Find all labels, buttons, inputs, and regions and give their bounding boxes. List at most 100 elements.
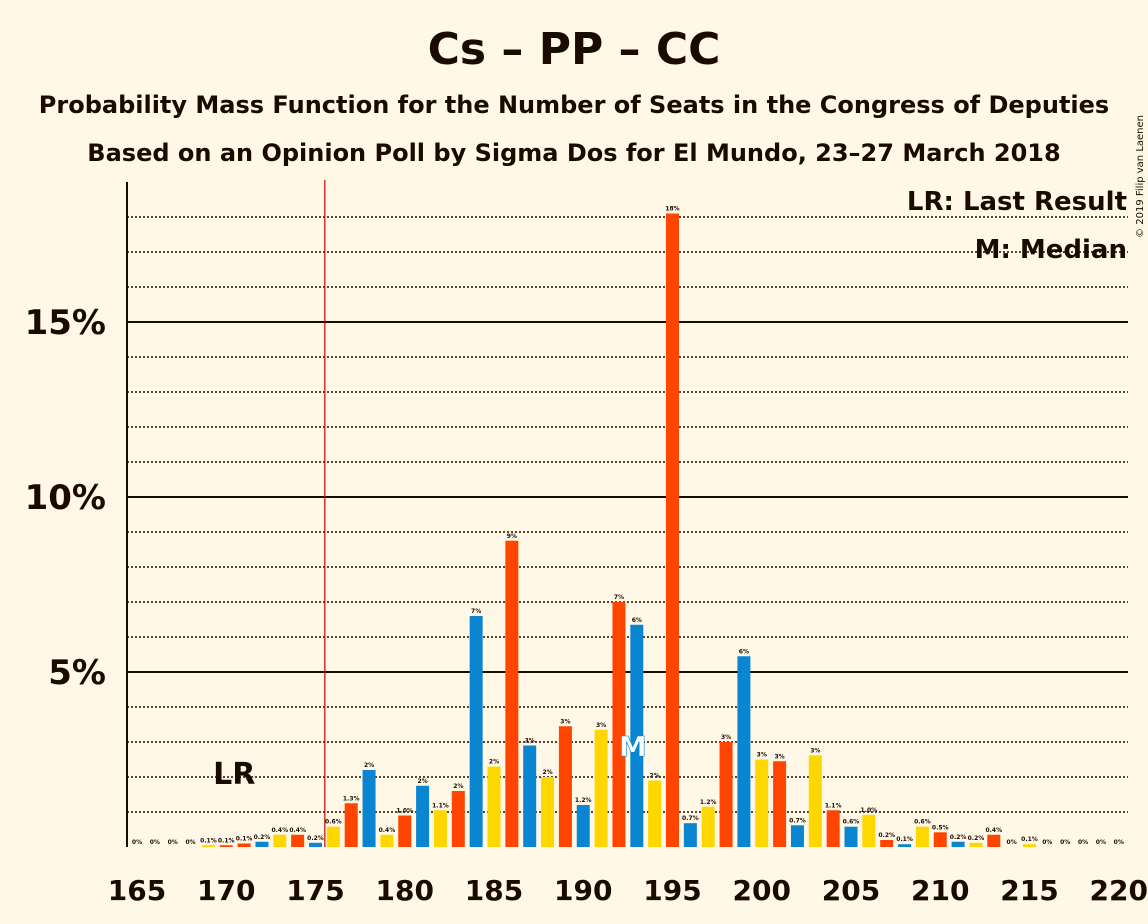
y-tick-10%: 10% [25, 478, 106, 518]
bar-177 [344, 803, 358, 847]
bar-186 [505, 540, 519, 847]
bar-label-192: 7% [614, 594, 624, 601]
bar-label-179: 0.4% [379, 827, 396, 834]
bar-196 [683, 823, 697, 847]
x-tick-165: 165 [108, 874, 166, 907]
bar-187 [523, 745, 537, 847]
bar-label-194: 2% [650, 773, 660, 780]
y-tick-15%: 15% [25, 303, 106, 343]
copyright-note: © 2019 Filip van Laenen [1135, 115, 1146, 238]
bar-label-215: 0.1% [1021, 836, 1038, 843]
bar-label-206: 1.0% [861, 807, 878, 814]
bar-178 [362, 770, 376, 847]
bar-label-191: 3% [596, 722, 606, 729]
bar-206 [862, 814, 876, 847]
bar-label-186: 9% [507, 533, 517, 540]
bar-label-172: 0.2% [254, 834, 271, 841]
bar-207 [880, 840, 894, 847]
bar-label-175: 0.2% [307, 835, 324, 842]
x-tick-195: 195 [643, 874, 701, 907]
bar-195 [666, 213, 679, 847]
bars-group [201, 213, 1036, 847]
bar-197 [701, 806, 715, 847]
y-tick-5%: 5% [48, 653, 106, 693]
bar-label-170: 0.1% [218, 837, 235, 844]
bar-label-169: 0.1% [200, 837, 217, 844]
bar-173 [273, 834, 287, 847]
bar-label-184: 7% [471, 608, 481, 615]
bar-label-212: 0.2% [968, 835, 985, 842]
x-tick-170: 170 [197, 874, 255, 907]
bar-172 [255, 841, 269, 847]
bar-179 [380, 834, 394, 847]
x-tick-190: 190 [554, 874, 612, 907]
bar-label-171: 0.1% [236, 836, 253, 843]
bar-208 [898, 844, 912, 847]
x-tick-200: 200 [733, 874, 791, 907]
bar-label-195: 18% [665, 206, 679, 213]
bar-label-208: 0.1% [896, 836, 913, 843]
bar-label-173: 0.4% [271, 827, 288, 834]
bar-181 [416, 785, 430, 847]
bar-210 [933, 832, 947, 847]
bar-211 [951, 841, 965, 847]
bar-label-182: 1.1% [432, 802, 449, 809]
median-marker: M [619, 730, 647, 763]
x-tick-215: 215 [1000, 874, 1058, 907]
bar-170 [219, 845, 233, 847]
bar-188 [541, 777, 555, 847]
bar-label-216: 0% [1042, 839, 1052, 846]
bar-label-165: 0% [132, 839, 142, 846]
bar-194 [648, 780, 662, 847]
bar-191 [594, 729, 608, 847]
bar-204 [826, 810, 840, 847]
chart-subtitle: Probability Mass Function for the Number… [39, 91, 1109, 119]
bar-label-174: 0.4% [289, 827, 306, 834]
bar-label-166: 0% [150, 839, 160, 846]
x-tick-175: 175 [286, 874, 344, 907]
gridlines [127, 216, 1128, 813]
chart-title: Cs – PP – CC [428, 24, 721, 75]
bar-183 [451, 791, 465, 847]
x-tick-220: 220 [1090, 874, 1148, 907]
bar-169 [201, 845, 215, 847]
bar-label-181: 2% [418, 778, 428, 785]
bar-192 [612, 602, 626, 847]
bar-label-209: 0.6% [914, 819, 931, 826]
bar-203 [808, 755, 822, 847]
last-result-marker: LR [213, 757, 255, 792]
bar-label-202: 0.7% [789, 817, 806, 824]
x-tick-180: 180 [376, 874, 434, 907]
x-tick-205: 205 [822, 874, 880, 907]
bar-189 [558, 726, 572, 847]
bar-182 [433, 810, 447, 847]
bar-171 [237, 843, 251, 847]
bar-label-188: 2% [542, 769, 552, 776]
bar-212 [969, 842, 983, 847]
bar-label-185: 2% [489, 759, 499, 766]
x-tick-210: 210 [911, 874, 969, 907]
bar-label-205: 0.6% [843, 819, 860, 826]
bar-202 [790, 825, 804, 847]
bar-185 [487, 766, 501, 847]
bar-label-211: 0.2% [950, 834, 967, 841]
bar-label-219: 0% [1096, 839, 1106, 846]
bar-label-178: 2% [364, 762, 374, 769]
bar-215 [1023, 844, 1036, 847]
bar-199 [737, 656, 751, 847]
bar-205 [844, 826, 858, 847]
bar-label-197: 1.2% [700, 799, 717, 806]
x-tick-185: 185 [465, 874, 523, 907]
bar-190 [576, 805, 590, 847]
bar-label-189: 3% [560, 718, 570, 725]
bar-label-213: 0.4% [985, 827, 1002, 834]
bar-label-210: 0.5% [932, 824, 949, 831]
bar-label-168: 0% [185, 839, 195, 846]
legend-last-result: LR: Last Result [907, 187, 1127, 217]
bar-184 [469, 616, 483, 847]
bar-label-199: 6% [739, 648, 749, 655]
bar-label-190: 1.2% [575, 797, 592, 804]
bar-label-204: 1.1% [825, 802, 842, 809]
bar-209 [915, 826, 929, 847]
